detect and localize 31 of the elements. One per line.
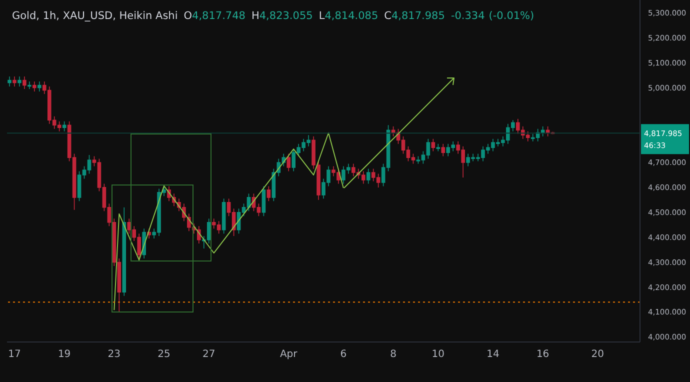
- candlestick: [18, 76, 22, 87]
- x-tick-label: 14: [486, 349, 500, 360]
- x-tick-label: 16: [536, 349, 550, 360]
- text: Gold, 1h, XAU_USD, Heikin Ashi: [12, 10, 178, 22]
- candlestick: [266, 186, 271, 202]
- x-tick-label: 10: [432, 349, 445, 360]
- candlestick: [366, 168, 370, 184]
- candlestick: [28, 81, 32, 90]
- x-tick-label: 27: [202, 349, 216, 360]
- x-tick-label: 19: [58, 349, 71, 360]
- x-tick-label: 17: [8, 349, 21, 360]
- x-tick-label: Apr: [280, 349, 298, 360]
- x-tick-label: 25: [158, 349, 170, 360]
- candlestick: [316, 160, 320, 200]
- x-tick-label: 23: [108, 349, 121, 360]
- candlestick: [12, 76, 16, 87]
- candlestick: [312, 136, 316, 170]
- candlestick: [22, 76, 26, 90]
- candlestick: [441, 143, 446, 157]
- candlestick: [286, 153, 291, 172]
- x-tick-label: 20: [591, 349, 604, 360]
- x-tick-label: 6: [340, 349, 347, 360]
- candlestick: [8, 76, 12, 87]
- candlestick: [431, 138, 436, 152]
- x-tick-label: 8: [390, 349, 396, 360]
- candlestick: [436, 143, 440, 152]
- candlestick: [62, 120, 66, 132]
- candlestick: [38, 81, 42, 92]
- candlestick: [32, 81, 36, 92]
- text: O4,817.748 H4,823.055 L4,814.085 C4,817.985 -0.334 (-0.01%): [184, 10, 534, 22]
- candlestick: [122, 206, 126, 296]
